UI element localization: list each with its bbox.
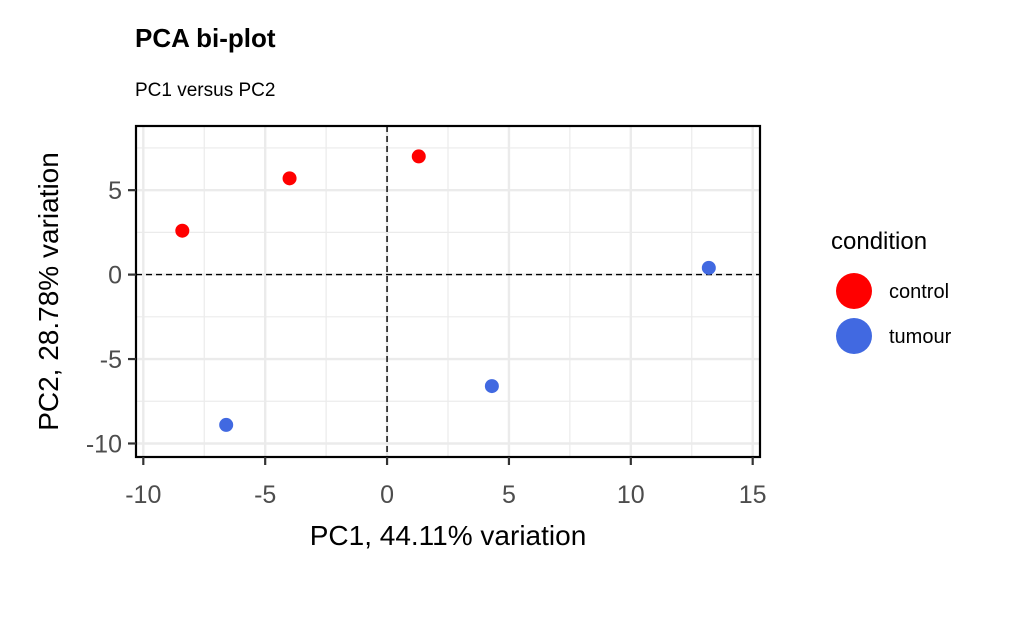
data-point-tumour <box>219 417 234 432</box>
data-point-tumour <box>484 379 499 394</box>
x-tick-label: 5 <box>502 481 516 509</box>
y-axis-ticks: -10 -5 0 5 <box>86 177 136 458</box>
x-tick-label: -10 <box>125 481 161 509</box>
y-tick-label: -10 <box>86 430 122 458</box>
legend-key-control <box>836 273 872 309</box>
reference-lines <box>136 126 760 457</box>
x-tick-label: 10 <box>617 481 645 509</box>
data-point-tumour <box>701 260 716 275</box>
y-tick-label: -5 <box>100 346 122 374</box>
x-tick-label: 15 <box>739 481 767 509</box>
data-point-control <box>175 223 190 238</box>
legend-label-tumour: tumour <box>889 326 952 348</box>
data-point-control <box>411 149 426 164</box>
y-tick-label: 0 <box>108 262 122 290</box>
legend-label-control: control <box>889 281 949 303</box>
grid-lines <box>136 126 760 457</box>
x-tick-label: 0 <box>380 481 394 509</box>
x-axis-ticks: -10 -5 0 5 10 15 <box>125 457 767 509</box>
data-point-control <box>282 171 297 186</box>
y-axis-title: PC2, 28.78% variation <box>33 152 64 431</box>
x-axis-title: PC1, 44.11% variation <box>310 520 587 551</box>
legend-key-tumour <box>836 318 872 354</box>
x-tick-label: -5 <box>254 481 276 509</box>
chart-subtitle: PC1 versus PC2 <box>135 80 275 101</box>
legend-title: condition <box>831 228 927 255</box>
plot-panel-border <box>134 124 762 459</box>
y-tick-label: 5 <box>108 177 122 205</box>
legend: condition control tumour <box>831 228 952 354</box>
chart-title: PCA bi-plot <box>135 23 276 53</box>
legend-entries: control tumour <box>836 273 952 354</box>
data-points <box>175 149 716 432</box>
